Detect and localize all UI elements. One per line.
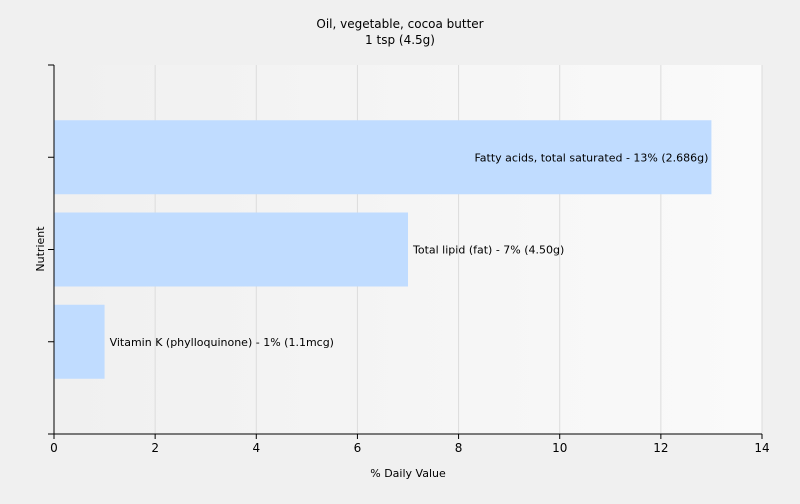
x-axis-label: % Daily Value xyxy=(370,467,446,480)
x-tick-label: 12 xyxy=(653,441,668,455)
data-label: Total lipid (fat) - 7% (4.50g) xyxy=(412,244,564,257)
data-labels: Fatty acids, total saturated - 13% (2.68… xyxy=(110,151,709,349)
data-label: Vitamin K (phylloquinone) - 1% (1.1mcg) xyxy=(110,336,334,349)
x-tick-label: 4 xyxy=(252,441,260,455)
x-tick-label: 14 xyxy=(754,441,769,455)
bars xyxy=(54,120,712,379)
bar xyxy=(54,212,408,287)
x-tick-label: 10 xyxy=(552,441,567,455)
chart-title: Oil, vegetable, cocoa butter xyxy=(316,17,483,31)
axes: 0 2 4 6 8 10 12 14 xyxy=(48,64,770,455)
bar xyxy=(54,120,712,195)
bar xyxy=(54,304,105,379)
data-label: Fatty acids, total saturated - 13% (2.68… xyxy=(474,151,708,164)
x-tick-label: 6 xyxy=(354,441,362,455)
chart-subtitle: 1 tsp (4.5g) xyxy=(365,33,435,47)
x-tick-label: 0 xyxy=(50,441,58,455)
x-tick-label: 8 xyxy=(455,441,463,455)
y-axis-label: Nutrient xyxy=(34,226,47,272)
x-tick-label: 2 xyxy=(151,441,159,455)
